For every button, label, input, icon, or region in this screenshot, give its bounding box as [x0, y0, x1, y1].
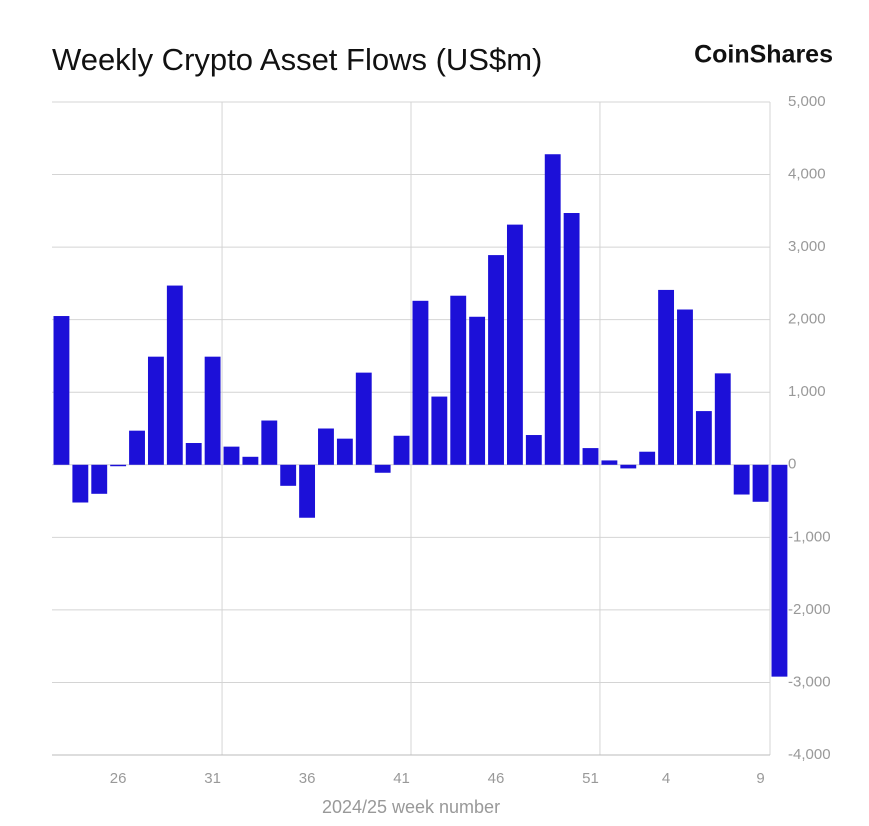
bar	[544, 154, 561, 465]
bar	[223, 446, 240, 465]
bar	[582, 448, 599, 465]
bar	[601, 460, 618, 465]
bar	[53, 316, 70, 465]
bar	[525, 435, 542, 465]
y-tick-label: 1,000	[788, 383, 826, 400]
x-axis-label: 2024/25 week number	[322, 797, 500, 817]
bar	[488, 255, 504, 465]
bar	[280, 464, 297, 486]
x-tick-label: 46	[488, 770, 505, 787]
x-tick-label: 9	[756, 770, 764, 787]
y-tick-label: 5,000	[788, 93, 826, 110]
bar	[620, 464, 637, 469]
bar	[771, 464, 788, 677]
bar	[450, 295, 467, 465]
bar	[393, 435, 410, 465]
bar	[299, 464, 316, 518]
bar	[752, 464, 769, 502]
bar	[147, 356, 164, 465]
y-tick-label: -2,000	[788, 601, 831, 618]
bar	[412, 300, 429, 465]
bar	[129, 430, 145, 465]
bar	[110, 464, 127, 467]
bar	[185, 443, 202, 465]
y-tick-label: 2,000	[788, 311, 826, 328]
bar	[431, 396, 448, 465]
x-tick-label: 51	[582, 770, 599, 787]
bar	[72, 464, 89, 503]
bar	[658, 289, 675, 465]
y-tick-label: 4,000	[788, 166, 826, 183]
bar	[639, 451, 656, 465]
bar	[677, 309, 693, 465]
bar	[714, 373, 731, 465]
bar	[563, 213, 580, 465]
chart-title: Weekly Crypto Asset Flows (US$m)	[52, 42, 542, 77]
y-tick-label: 0	[788, 456, 796, 473]
bar	[336, 438, 353, 465]
y-tick-label: -1,000	[788, 528, 831, 545]
bar	[242, 456, 259, 465]
x-tick-label: 31	[204, 770, 221, 787]
brand-logo: CoinShares	[694, 41, 833, 69]
y-tick-label: 3,000	[788, 238, 826, 255]
y-tick-label: -4,000	[788, 746, 831, 763]
bar	[355, 372, 372, 465]
bar	[506, 224, 523, 465]
x-tick-label: 26	[110, 770, 127, 787]
bar	[469, 316, 486, 465]
y-tick-label: -3,000	[788, 673, 831, 690]
x-tick-label: 41	[393, 770, 410, 787]
bar	[374, 464, 391, 473]
bar	[318, 428, 334, 465]
bar	[733, 464, 750, 495]
bar	[695, 411, 712, 465]
bar	[91, 464, 108, 494]
bar	[166, 285, 183, 465]
x-tick-label: 4	[662, 770, 670, 787]
x-tick-label: 36	[299, 770, 316, 787]
bar	[204, 356, 221, 465]
bar	[261, 420, 278, 465]
